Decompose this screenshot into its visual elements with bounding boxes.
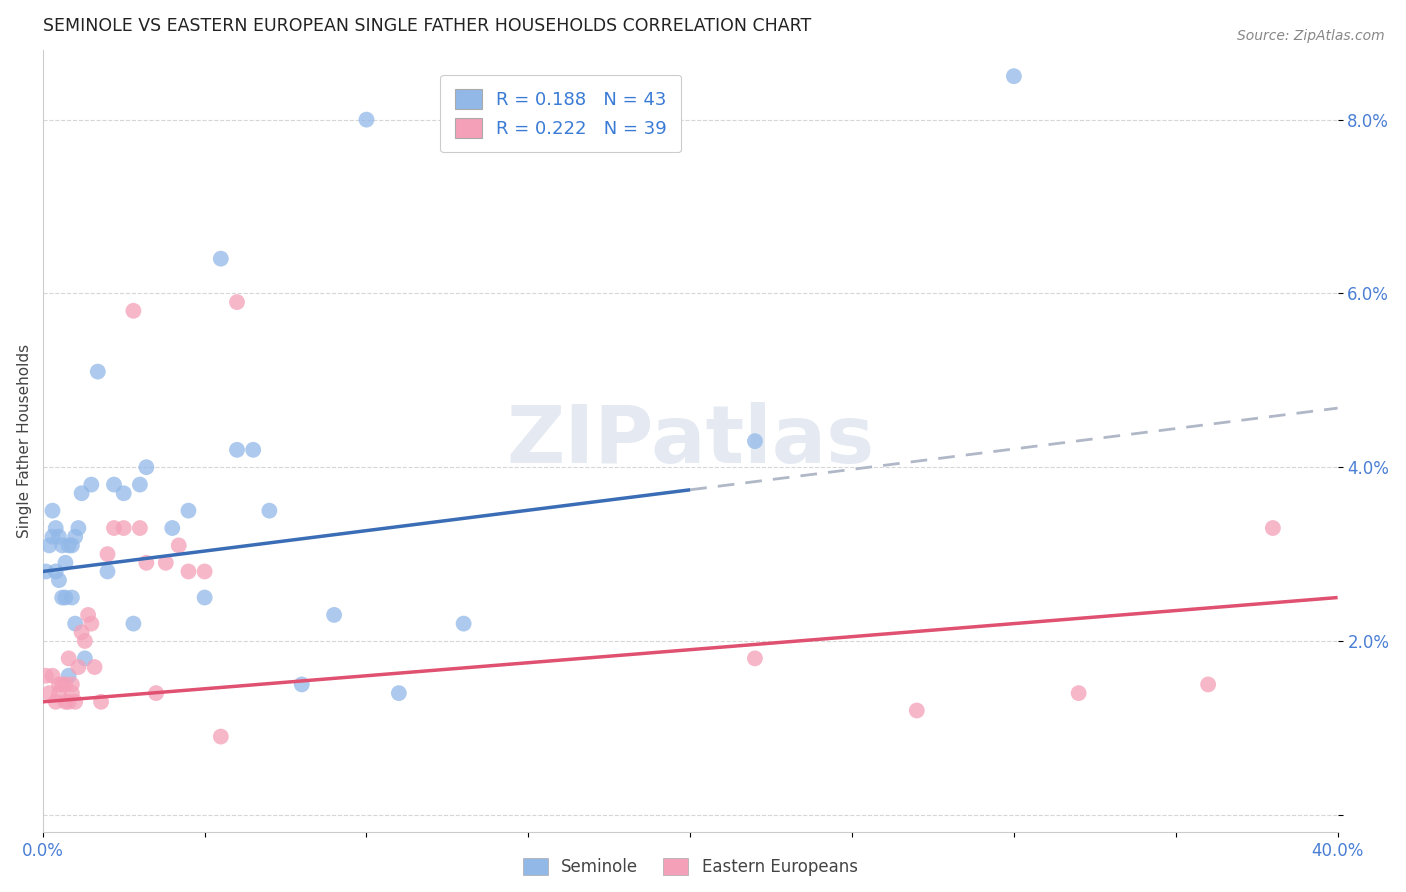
Point	[96, 565, 118, 579]
Point	[35, 565, 58, 579]
Point	[58, 695, 80, 709]
Point	[103, 521, 125, 535]
Point	[87, 365, 110, 379]
Point	[55, 556, 77, 570]
Point	[1261, 521, 1284, 535]
Text: Source: ZipAtlas.com: Source: ZipAtlas.com	[1237, 29, 1385, 43]
Point	[60, 686, 83, 700]
Point	[744, 434, 766, 449]
Point	[128, 477, 150, 491]
Point	[45, 695, 67, 709]
Point	[226, 295, 249, 310]
Point	[58, 538, 80, 552]
Text: ZIPatlas: ZIPatlas	[506, 402, 875, 480]
Point	[112, 521, 135, 535]
Point	[96, 547, 118, 561]
Point	[167, 538, 190, 552]
Point	[58, 669, 80, 683]
Point	[48, 530, 70, 544]
Point	[259, 503, 281, 517]
Point	[90, 695, 112, 709]
Point	[226, 442, 249, 457]
Point	[51, 677, 73, 691]
Point	[209, 252, 232, 266]
Text: SEMINOLE VS EASTERN EUROPEAN SINGLE FATHER HOUSEHOLDS CORRELATION CHART: SEMINOLE VS EASTERN EUROPEAN SINGLE FATH…	[42, 17, 811, 35]
Point	[55, 677, 77, 691]
Point	[1002, 69, 1025, 83]
Point	[103, 477, 125, 491]
Point	[41, 503, 63, 517]
Point	[51, 538, 73, 552]
Point	[60, 538, 83, 552]
Point	[45, 565, 67, 579]
Point	[77, 607, 100, 622]
Point	[905, 704, 928, 718]
Point	[177, 565, 200, 579]
Point	[453, 616, 475, 631]
Point	[128, 521, 150, 535]
Point	[1197, 677, 1219, 691]
Point	[51, 591, 73, 605]
Point	[388, 686, 411, 700]
Point	[356, 112, 378, 127]
Point	[122, 616, 145, 631]
Point	[209, 730, 232, 744]
Point	[194, 591, 217, 605]
Point	[63, 695, 86, 709]
Point	[58, 651, 80, 665]
Y-axis label: Single Father Households: Single Father Households	[17, 344, 32, 538]
Point	[67, 660, 90, 674]
Point	[70, 625, 93, 640]
Point	[122, 303, 145, 318]
Point	[83, 660, 105, 674]
Point	[177, 503, 200, 517]
Point	[162, 521, 184, 535]
Point	[112, 486, 135, 500]
Point	[48, 686, 70, 700]
Point	[35, 669, 58, 683]
Point	[135, 556, 157, 570]
Point	[41, 530, 63, 544]
Point	[135, 460, 157, 475]
Point	[38, 538, 60, 552]
Point	[67, 521, 90, 535]
Point	[48, 573, 70, 587]
Point	[38, 686, 60, 700]
Point	[80, 477, 103, 491]
Point	[73, 634, 96, 648]
Point	[45, 521, 67, 535]
Point	[155, 556, 177, 570]
Point	[242, 442, 264, 457]
Point	[63, 530, 86, 544]
Point	[55, 695, 77, 709]
Point	[1067, 686, 1090, 700]
Point	[60, 591, 83, 605]
Point	[70, 486, 93, 500]
Point	[744, 651, 766, 665]
Point	[80, 616, 103, 631]
Point	[60, 677, 83, 691]
Point	[48, 677, 70, 691]
Point	[41, 669, 63, 683]
Point	[63, 616, 86, 631]
Point	[73, 651, 96, 665]
Point	[291, 677, 314, 691]
Point	[194, 565, 217, 579]
Legend: Seminole, Eastern Europeans: Seminole, Eastern Europeans	[516, 851, 865, 882]
Point	[55, 591, 77, 605]
Point	[323, 607, 346, 622]
Point	[145, 686, 167, 700]
